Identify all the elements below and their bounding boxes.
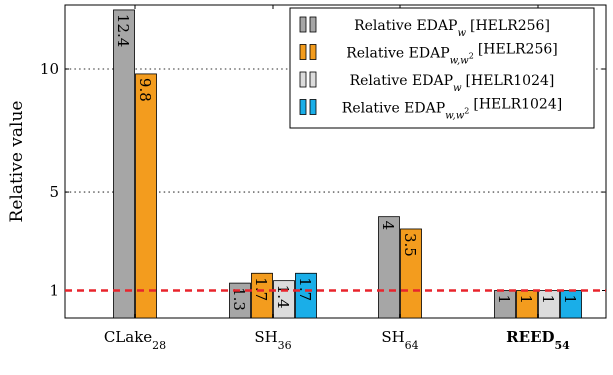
bar [400, 228, 422, 319]
legend-label: Relative EDAPw [HELR1024] [350, 73, 555, 94]
bar [229, 282, 251, 319]
legend-swatch [309, 99, 317, 115]
bar [273, 280, 295, 319]
bar-value-label: 1.7 [252, 277, 270, 301]
x-category-label: CLake28 [104, 328, 166, 352]
legend-entry: Relative EDAPw,w2 [HELR1024] [299, 97, 562, 122]
legend-label: Relative EDAPw,w2 [HELR256] [346, 42, 558, 67]
legend-swatch [299, 44, 307, 60]
legend-swatch [309, 16, 317, 33]
bar-value-label: 1.7 [296, 277, 314, 301]
x-category-label: SH36 [254, 328, 291, 352]
bar-value-label: 1.4 [274, 285, 292, 309]
bar-value-label: 1.3 [230, 287, 248, 311]
legend-label: Relative EDAPw,w2 [HELR1024] [342, 97, 562, 122]
x-category-label: SH64 [381, 328, 418, 352]
legend-swatch [299, 16, 307, 33]
legend-label: Relative EDAPw [HELR256] [354, 18, 550, 39]
bar-value-label: 1 [495, 295, 513, 305]
plot-frame [64, 4, 607, 319]
bar-value-label: 1 [517, 295, 535, 305]
legend-box [289, 7, 595, 129]
legend-entry: Relative EDAPw,w2 [HELR256] [299, 42, 558, 67]
y-tick-label: 10 [40, 60, 59, 78]
bar [113, 9, 135, 319]
legend-entry: Relative EDAPw [HELR1024] [299, 71, 555, 94]
x-category-label: REED54 [506, 328, 570, 352]
legend-swatch [309, 44, 317, 60]
bar-value-label: 12.4 [114, 14, 132, 47]
bar-value-label: 1 [539, 295, 557, 305]
y-tick-label: 1 [49, 282, 59, 300]
legend-swatch [309, 71, 317, 88]
bar [251, 272, 273, 319]
bar [135, 73, 157, 319]
bar [494, 290, 516, 319]
bar [295, 272, 317, 319]
legend-swatch [299, 99, 307, 115]
y-axis-label: Relative value [7, 101, 27, 223]
bar-value-label: 4 [379, 221, 397, 231]
bar-value-label: 1 [561, 295, 579, 305]
legend-entry: Relative EDAPw [HELR256] [299, 16, 550, 39]
y-tick-label: 5 [49, 183, 59, 201]
bar-value-label: 9.8 [136, 78, 154, 102]
legend-swatch [299, 71, 307, 88]
bar [378, 216, 400, 319]
bar-value-label: 3.5 [401, 233, 419, 257]
